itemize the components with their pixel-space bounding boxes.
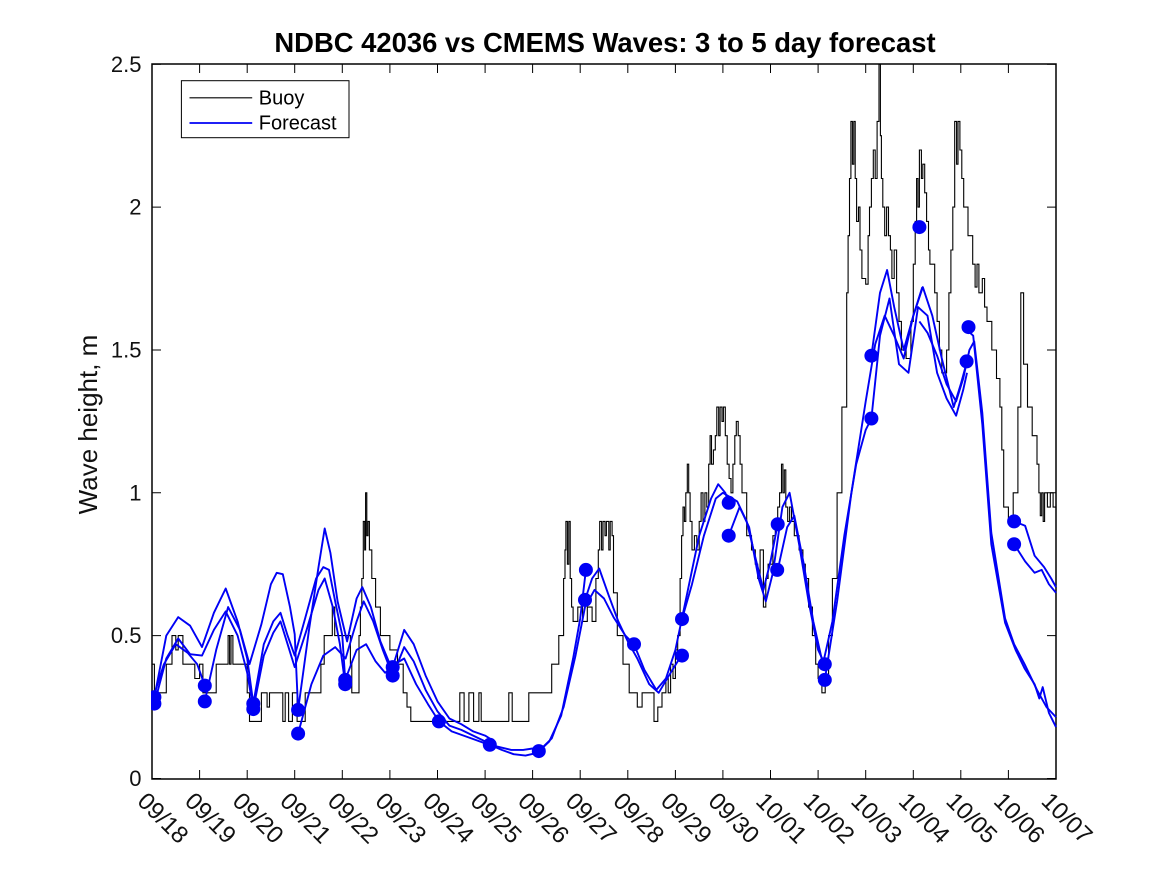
svg-text:2: 2 <box>129 195 141 220</box>
svg-text:Forecast: Forecast <box>259 113 337 135</box>
svg-text:2.5: 2.5 <box>111 52 142 77</box>
svg-text:Buoy: Buoy <box>259 88 305 110</box>
svg-text:1: 1 <box>129 480 141 505</box>
svg-text:NDBC 42036 vs CMEMS Waves: 3 t: NDBC 42036 vs CMEMS Waves: 3 to 5 day fo… <box>274 27 935 58</box>
svg-text:Wave height, m: Wave height, m <box>73 335 103 515</box>
svg-text:1.5: 1.5 <box>111 338 142 363</box>
svg-text:0.5: 0.5 <box>111 623 142 648</box>
svg-text:0: 0 <box>129 766 141 791</box>
